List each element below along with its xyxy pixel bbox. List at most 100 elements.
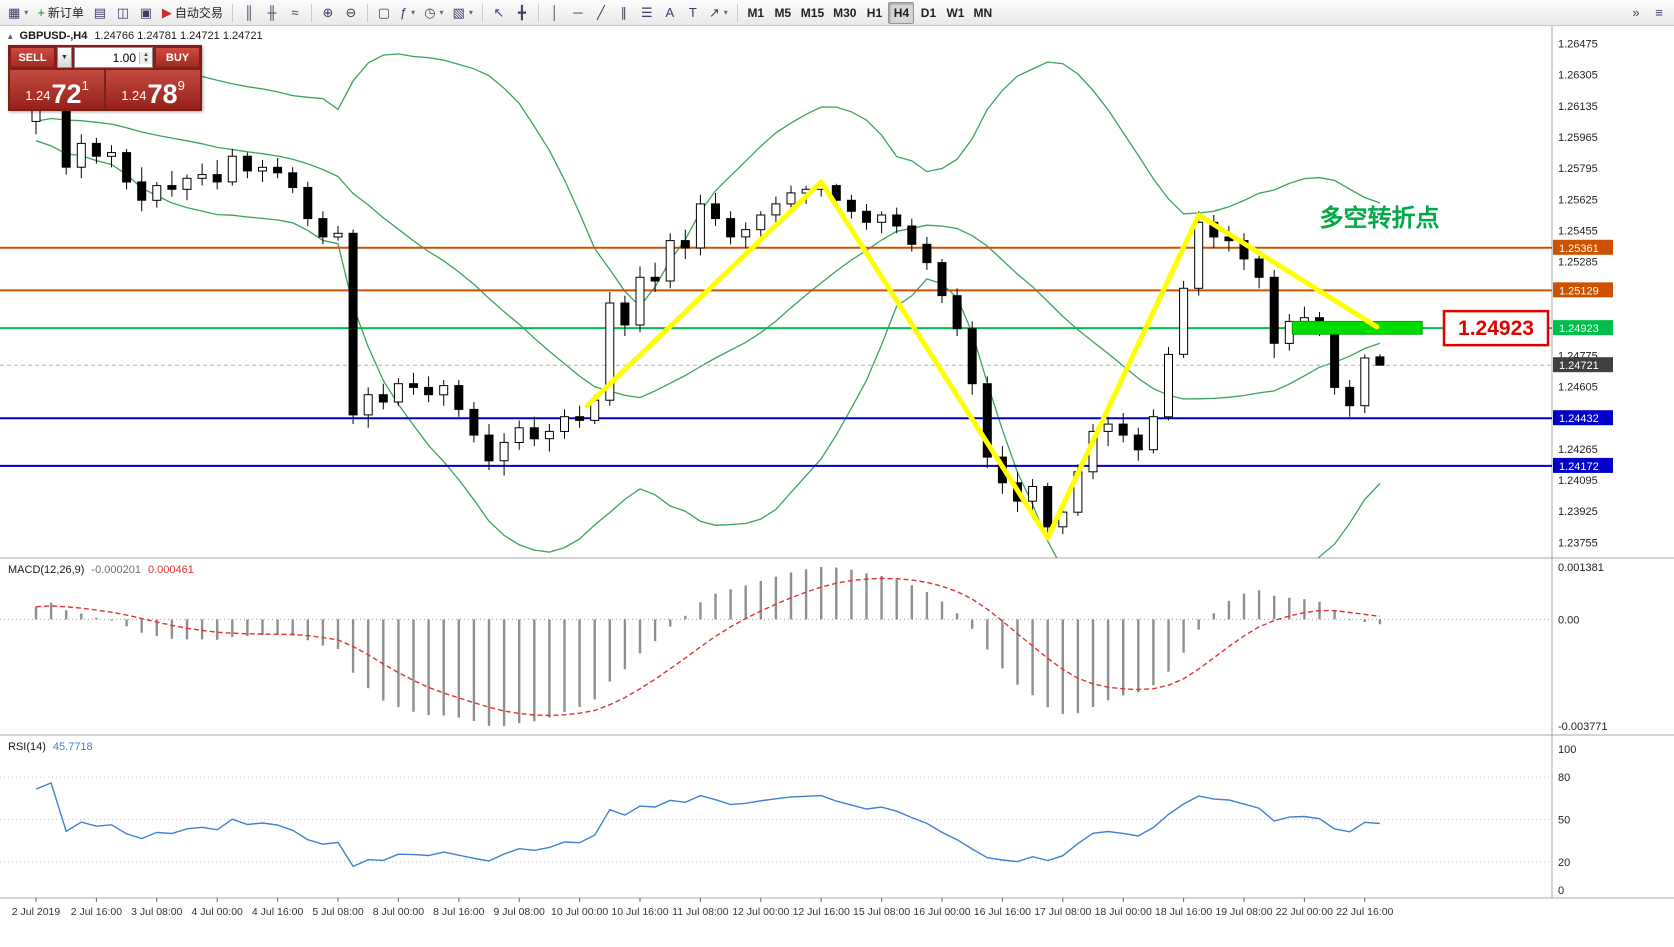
candle-body [137,181,147,201]
arrows-button[interactable]: ↗ ▾ [705,2,732,24]
candle-body [107,152,116,157]
timeframe-mn-button-label: MN [973,5,993,20]
price-callout-box[interactable] [1442,309,1550,347]
trendline-button[interactable]: ╱ [590,2,612,24]
indicators-button[interactable]: ƒ ▾ [396,2,419,24]
new-order-button[interactable]: + 新订单 [33,2,88,24]
time-axis-label: 3 Jul 08:00 [131,906,183,918]
candle-body [665,240,675,282]
timeframe-w1-button[interactable]: W1 [942,2,968,24]
price-line-badge [1553,320,1613,336]
equidistant-channel-button[interactable]: ∥ [613,2,635,24]
price-line-badge-label: 1.24172 [1559,461,1599,473]
fibonacci-button[interactable]: ☰ [636,2,658,24]
chart-bars-button[interactable]: ║ [238,2,260,24]
volume-spinner: ▲ ▼ [139,51,152,64]
time-axis-label: 5 Jul 08:00 [312,906,364,918]
toolbar-overflow-button[interactable]: » [1625,2,1647,24]
candle-body [846,199,856,212]
market-watch-button[interactable]: ▤ [89,2,111,24]
volume-dropdown-button[interactable]: ▼ [57,47,72,68]
zoom-in-button[interactable]: ⊕ [317,2,339,24]
chart-line-button[interactable]: ≈ [284,2,306,24]
rsi-axis-label: 0 [1558,885,1564,897]
zigzag-trendline[interactable] [584,179,1380,541]
toolbar: ▦ ▾ + 新订单 ▤ ◫ ▣ ▶ 自动交易 ║ ╫ ≈ ⊕ ⊖ ▢ ƒ ▾ ◷ ▾ ▧ ▾ ↖ ╋ │ ─ ╱ ∥ ☰ A T ↗ ▾ M1 M… [0,0,1674,26]
buy-button[interactable]: BUY [155,47,200,68]
rsi-axis-label: 50 [1558,815,1570,827]
volume-input[interactable]: 1.00 [112,50,136,65]
equidistant-channel-icon: ∥ [620,5,628,20]
candle-body [1043,486,1053,528]
time-axis-label: 12 Jul 16:00 [793,906,850,918]
timeframe-h1-button[interactable]: H1 [861,2,887,24]
candle-body [242,155,252,172]
one-click-trading-panel: SELL ▼ 1.00 ▲ ▼ BUY 1.24 72 1 1.24 78 9 [8,45,202,111]
periods-button[interactable]: ◷ ▾ [420,2,447,24]
time-axis-label: 18 Jul 00:00 [1095,906,1152,918]
macd-axis-label: 0.001381 [1558,562,1604,574]
timeframe-m1-button[interactable]: M1 [743,2,769,24]
toolbar-customize-button[interactable]: ≡ [1648,2,1670,24]
tile-windows-button[interactable]: ▢ [373,2,395,24]
price-axis-label: 1.25625 [1558,194,1598,206]
candle-body [635,276,645,326]
one-click-panel-toggle-icon[interactable]: ▴ [8,30,13,41]
crosshair-button[interactable]: ╋ [511,2,533,24]
time-axis-label: 12 Jul 00:00 [732,906,789,918]
turning-point-annotation[interactable]: 多空转折点 [1320,204,1440,232]
time-axis-label: 15 Jul 08:00 [853,906,910,918]
vertical-line-button[interactable]: │ [544,2,566,24]
horizontal-line-button[interactable]: ─ [567,2,589,24]
volume-decrease-button[interactable]: ▼ [140,57,152,64]
candle-body [318,218,328,238]
sell-price-button[interactable]: 1.24 72 1 [10,70,104,109]
sell-button[interactable]: SELL [10,47,55,68]
toolbar-separator [231,3,233,22]
timeframe-m15-button[interactable]: M15 [797,2,828,24]
zoom-out-button[interactable]: ⊖ [340,2,362,24]
candle-body [439,385,449,396]
navigator-button[interactable]: ▣ [135,2,157,24]
candle-body [1028,486,1038,502]
candle-body [363,394,373,416]
text-label-button[interactable]: T [682,2,704,24]
timeframe-d1-button[interactable]: D1 [915,2,941,24]
price-line-badge [1553,282,1613,298]
time-axis-label: 22 Jul 16:00 [1336,906,1393,918]
buy-price-button[interactable]: 1.24 78 9 [106,70,200,109]
candle-body [1375,356,1385,366]
cursor-button[interactable]: ↖ [488,2,510,24]
macd-axis-label: -0.003771 [1558,721,1608,733]
timeframe-m30-button[interactable]: M30 [829,2,860,24]
horizontal-line-icon: ─ [573,5,583,20]
toolbar-separator [366,3,368,22]
toolbar-customize-icon: ≡ [1655,5,1663,20]
sell-price-pip: 1 [81,78,89,93]
data-window-button[interactable]: ◫ [112,2,134,24]
chevron-down-icon: ▾ [468,8,473,17]
templates-button[interactable]: ▧ ▾ [449,2,477,24]
new-chart-button[interactable]: ▦ ▾ [4,2,32,24]
price-line-badge-label: 1.24923 [1559,323,1599,335]
timeframe-mn-button[interactable]: MN [969,2,996,24]
timeframe-m5-button[interactable]: M5 [770,2,796,24]
current-price-badge-label: 1.24721 [1559,360,1599,372]
price-axis-label: 1.24095 [1558,475,1598,487]
toolbar-separator [310,3,312,22]
candle-body [575,416,585,421]
autotrading-button[interactable]: ▶ 自动交易 [158,2,227,24]
new-chart-icon: ▦ [8,5,21,20]
time-axis-label: 8 Jul 00:00 [373,906,425,918]
candle-body [771,203,781,216]
timeframe-h4-button[interactable]: H4 [888,1,915,24]
time-axis-label: 16 Jul 00:00 [913,906,970,918]
data-window-icon: ◫ [116,5,130,20]
support-zone-rect[interactable] [1291,320,1423,335]
volume-increase-button[interactable]: ▲ [140,51,152,58]
chart-candles-button[interactable]: ╫ [261,2,283,24]
text-button[interactable]: A [659,2,681,24]
